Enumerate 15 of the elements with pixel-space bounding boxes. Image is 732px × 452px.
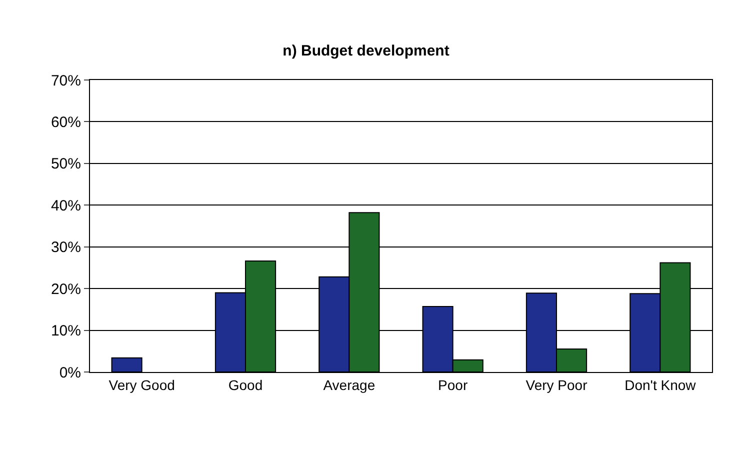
y-tick-label: 0% [59,364,81,382]
y-tick-label: 70% [50,72,81,90]
y-tick-label: 30% [50,239,81,256]
chart-title: n) Budget development [282,42,450,60]
x-tick-label: Poor [438,376,468,393]
x-tick-label: Average [323,376,376,393]
x-tick-label: Very Poor [526,376,588,393]
y-tick-label: 50% [50,156,81,173]
x-tick-label: Don't Know [624,376,697,393]
y-tick-label: 60% [50,114,81,131]
x-tick-label: Very Good [108,376,175,393]
y-tick-label: 10% [50,322,81,340]
x-tick-label: Good [228,376,263,393]
y-tick-label: 20% [50,280,81,298]
y-tick-label: 40% [50,197,81,214]
